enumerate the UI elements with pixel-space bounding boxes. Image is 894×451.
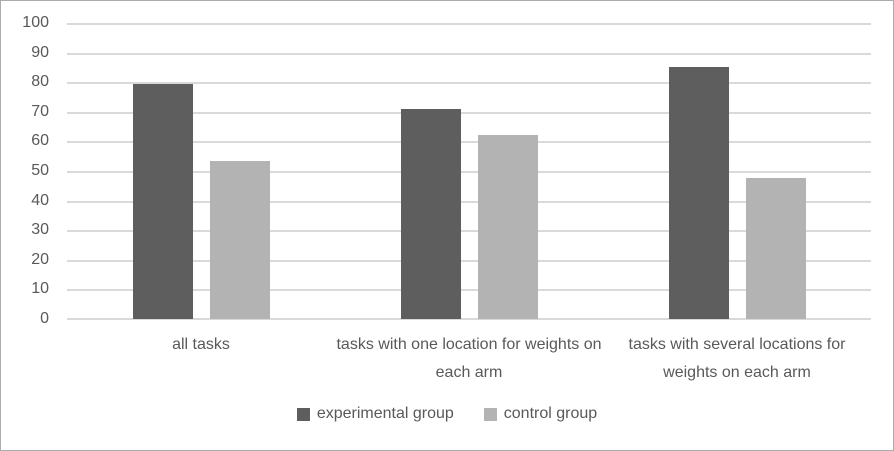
bar-control-group-group-0 bbox=[209, 160, 270, 319]
bar-control-group-group-1 bbox=[477, 135, 538, 319]
y-tick-label-60: 60 bbox=[31, 132, 49, 150]
gridline-y-10 bbox=[67, 289, 871, 292]
x-axis-line bbox=[67, 318, 871, 320]
y-tick-label-10: 10 bbox=[31, 280, 49, 298]
y-tick-label-30: 30 bbox=[31, 221, 49, 239]
y-tick-label-90: 90 bbox=[31, 43, 49, 61]
bar-experimental-group-group-0 bbox=[132, 83, 193, 319]
bar-experimental-group-group-1 bbox=[400, 108, 461, 319]
legend-swatch-icon bbox=[483, 407, 497, 421]
gridline-y-40 bbox=[67, 200, 871, 203]
legend-swatch-icon bbox=[296, 407, 310, 421]
gridline-y-100 bbox=[67, 23, 871, 25]
gridline-y-80 bbox=[67, 82, 871, 85]
bar-control-group-group-2 bbox=[745, 178, 806, 319]
x-category-label-2: tasks with several locations for weights… bbox=[628, 336, 846, 381]
x-axis: all tasks tasks with one location for wei… bbox=[67, 331, 871, 391]
y-axis: 0 10 20 30 40 50 60 70 80 90 100 bbox=[1, 14, 49, 327]
y-tick-label-20: 20 bbox=[31, 250, 49, 268]
bar-experimental-group-group-2 bbox=[668, 66, 729, 319]
y-tick-label-100: 100 bbox=[22, 14, 49, 31]
legend-item-experimental-group: experimental group bbox=[296, 405, 454, 423]
gridline-y-90 bbox=[67, 52, 871, 55]
legend-label: experimental group bbox=[316, 405, 454, 422]
gridline-y-70 bbox=[67, 111, 871, 114]
gridline-y-20 bbox=[67, 259, 871, 262]
legend-label: control group bbox=[503, 405, 598, 422]
y-tick-label-70: 70 bbox=[31, 102, 49, 120]
legend: experimental group control group bbox=[1, 405, 893, 423]
gridline-y-30 bbox=[67, 230, 871, 233]
plot-area bbox=[67, 23, 871, 320]
legend-item-control-group: control group bbox=[483, 405, 598, 423]
y-tick-label-0: 0 bbox=[40, 310, 49, 327]
x-category-label-0: all tasks bbox=[172, 336, 230, 353]
x-category-label-1: tasks with one location for weights on e… bbox=[336, 336, 602, 381]
gridline-y-50 bbox=[67, 171, 871, 173]
y-tick-label-50: 50 bbox=[31, 162, 49, 179]
y-tick-label-40: 40 bbox=[31, 191, 49, 209]
gridline-y-60 bbox=[67, 141, 871, 144]
y-tick-label-80: 80 bbox=[31, 73, 49, 91]
